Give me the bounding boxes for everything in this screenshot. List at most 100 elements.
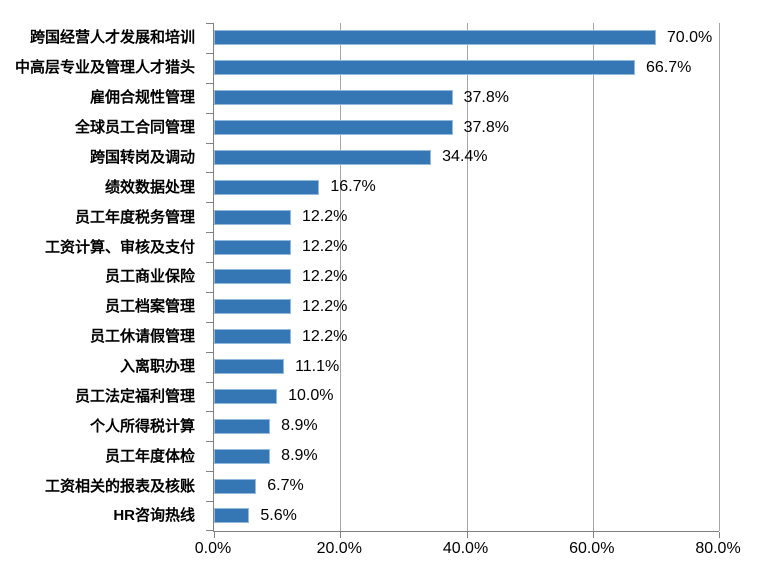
y-axis-tick (206, 321, 213, 323)
category-label: 跨国转岗及调动 (89, 148, 195, 166)
value-label: 70.0% (666, 28, 713, 46)
value-label: 12.2% (302, 297, 348, 315)
category-label: 入离职办理 (119, 358, 195, 376)
value-label: 11.1% (295, 357, 340, 375)
y-axis-tick (206, 142, 213, 144)
y-axis-tick (206, 381, 213, 383)
category-label: 个人所得税计算 (89, 417, 195, 435)
category-label: 工资相关的报表及核账 (44, 477, 195, 495)
value-label: 12.2% (302, 238, 348, 256)
bar (214, 90, 453, 106)
bar (214, 60, 636, 76)
value-label: 37.8% (463, 118, 509, 136)
bar-row: 12.2% (214, 232, 719, 262)
bar (214, 448, 271, 464)
x-axis-tick (592, 532, 594, 538)
value-label: 34.4% (442, 148, 488, 166)
category-label: 员工商业保险 (104, 268, 195, 286)
value-label: 16.7% (330, 178, 376, 196)
bar (214, 30, 656, 46)
bar-row: 66.7% (214, 53, 719, 83)
y-axis-tick (206, 52, 213, 54)
y-axis-tick (206, 411, 213, 413)
bar (214, 269, 291, 285)
bar (214, 418, 271, 434)
y-axis-tick (206, 202, 213, 204)
bar (214, 359, 285, 375)
category-label: 员工年度税务管理 (74, 208, 195, 226)
category-label: 中高层专业及管理人才猎头 (14, 59, 195, 77)
bar (214, 179, 320, 195)
category-label: 员工法定福利管理 (74, 387, 195, 405)
category-axis-labels: 跨国经营人才发展和培训 中高层专业及管理人才猎头 雇佣合规性管理 全球员工合同管理 跨国… (0, 23, 204, 531)
category-label: 跨国经营人才发展和培训 (29, 29, 195, 47)
gridline (592, 23, 594, 531)
y-axis-tick (206, 501, 213, 503)
x-axis-tick-label: 20.0% (316, 540, 362, 557)
y-axis-tick (206, 291, 213, 293)
x-axis-tick-label: 0.0% (194, 540, 232, 557)
value-label: 6.7% (267, 477, 304, 495)
y-axis-tick (206, 172, 213, 174)
bar (214, 149, 432, 165)
value-label: 66.7% (646, 58, 692, 76)
bar-rows: 70.0% 66.7% 37.8% 37.8% 34.4% 16.7% 12.2% 12.2%… (214, 23, 719, 531)
y-axis-tick (206, 82, 213, 84)
bar (214, 239, 291, 255)
category-label: 工资计算、审核及支付 (44, 238, 195, 256)
y-axis-tick (206, 351, 213, 353)
bar-row: 12.2% (214, 292, 719, 322)
bar-row: 16.7% (214, 172, 719, 202)
category-label: HR咨询热线 (113, 507, 195, 525)
x-axis-labels: 0.0% 20.0% 40.0% 60.0% 80.0% (195, 540, 741, 563)
x-axis-tick (340, 532, 342, 538)
bar-row: 37.8% (214, 83, 719, 113)
gridline (719, 23, 720, 531)
bar (214, 299, 291, 315)
bar (214, 478, 257, 494)
y-axis-tick (206, 112, 213, 114)
bar-row: 12.2% (214, 202, 719, 232)
bar-row: 8.9% (214, 441, 719, 471)
bar-row: 6.7% (214, 471, 719, 501)
bar-row: 10.0% (214, 382, 719, 412)
x-axis-tick (466, 532, 468, 538)
category-label: 员工休请假管理 (89, 328, 195, 346)
bar (214, 508, 250, 524)
y-axis-tick (206, 530, 213, 531)
bar (214, 120, 453, 136)
value-label: 37.8% (463, 88, 509, 106)
bar (214, 329, 291, 345)
x-axis-tick-label: 60.0% (569, 540, 615, 557)
x-axis-tick (719, 532, 720, 538)
bar-row: 5.6% (214, 501, 719, 531)
bar-row: 8.9% (214, 411, 719, 441)
value-label: 12.2% (302, 327, 348, 345)
x-axis-tick-label: 80.0% (695, 540, 741, 557)
value-label: 5.6% (260, 506, 297, 524)
bar-row: 70.0% (214, 23, 719, 53)
y-axis-tick (206, 471, 213, 473)
bar-row: 37.8% (214, 113, 719, 143)
category-label: 雇佣合规性管理 (89, 89, 195, 107)
bar (214, 209, 291, 225)
bar-row: 12.2% (214, 262, 719, 292)
bar (214, 388, 278, 404)
value-label: 12.2% (302, 267, 348, 285)
value-label: 10.0% (288, 387, 334, 405)
plot-area: 70.0% 66.7% 37.8% 37.8% 34.4% 16.7% 12.2% 12.2%… (206, 23, 720, 538)
value-label: 12.2% (302, 208, 348, 226)
x-axis-tick-label: 40.0% (442, 540, 489, 557)
gridline (340, 23, 342, 531)
y-axis-tick (206, 23, 213, 24)
category-label: 绩效数据处理 (104, 178, 195, 196)
bar-row: 11.1% (214, 352, 719, 382)
value-label: 8.9% (281, 417, 318, 435)
value-label: 8.9% (281, 447, 318, 465)
x-axis-tick (214, 532, 215, 538)
gridline (466, 23, 468, 531)
bar-row: 34.4% (214, 143, 719, 173)
category-label: 员工档案管理 (104, 298, 195, 316)
category-label: 员工年度体检 (104, 447, 195, 465)
